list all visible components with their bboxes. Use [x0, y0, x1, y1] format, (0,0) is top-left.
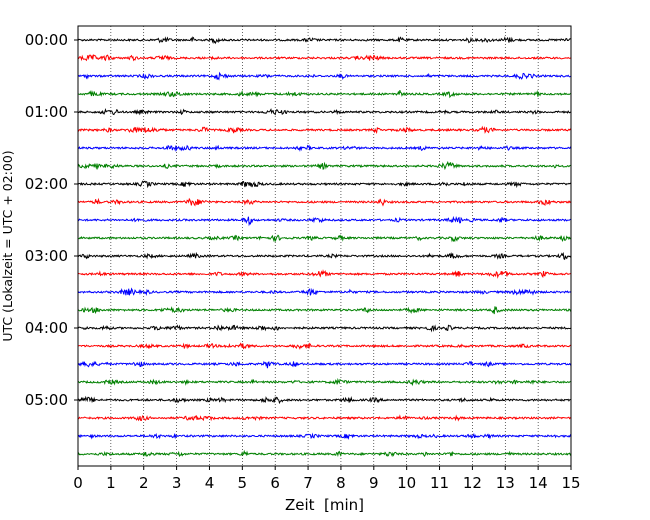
trace-9 — [77, 180, 572, 189]
x-tick-label: 2 — [139, 474, 149, 492]
plot-frame — [77, 25, 572, 467]
x-tick-label: 6 — [270, 474, 280, 492]
trace-7 — [77, 144, 572, 152]
x-tick-label: 1 — [106, 474, 116, 492]
trace-12 — [77, 234, 572, 243]
trace-16 — [77, 306, 572, 315]
trace-20 — [77, 377, 572, 387]
x-tick-label: 10 — [397, 474, 416, 492]
x-tick-label: 12 — [463, 474, 482, 492]
y-axis-label: UTC (Lokalzeit = UTC + 02:00) — [0, 150, 15, 341]
trace-13 — [77, 251, 572, 261]
trace-3 — [77, 71, 572, 81]
vertical-gridlines — [110, 26, 539, 466]
trace-23 — [77, 432, 572, 440]
x-tick-label: 5 — [238, 474, 248, 492]
trace-19 — [77, 360, 572, 369]
x-axis-label: Zeit [min] — [285, 496, 364, 514]
trace-8 — [77, 160, 572, 171]
x-tick-label: 9 — [369, 474, 379, 492]
x-tick-label: 8 — [336, 474, 346, 492]
trace-14 — [77, 269, 572, 279]
y-tick-label: 05:00 — [25, 391, 68, 409]
y-tick-label: 04:00 — [25, 319, 68, 337]
x-tick-label: 13 — [496, 474, 515, 492]
x-tick-label: 3 — [172, 474, 182, 492]
trace-18 — [77, 342, 572, 350]
trace-4 — [77, 89, 572, 99]
trace-1 — [77, 36, 572, 45]
trace-11 — [77, 215, 572, 227]
trace-2 — [77, 54, 572, 62]
trace-21 — [77, 395, 572, 405]
x-tick-label: 0 — [73, 474, 83, 492]
trace-24 — [77, 449, 572, 458]
y-tick-label: 00:00 — [25, 31, 68, 49]
y-tick-label: 02:00 — [25, 175, 68, 193]
x-tick-label: 14 — [529, 474, 548, 492]
x-tick-label: 11 — [430, 474, 449, 492]
trace-22 — [77, 414, 572, 422]
x-axis-ticks: 0 1 2 3 4 5 6 7 8 9 10 11 12 13 14 15 — [73, 466, 581, 492]
x-tick-label: 15 — [561, 474, 580, 492]
y-tick-label: 03:00 — [25, 247, 68, 265]
trace-15 — [77, 287, 572, 297]
trace-10 — [77, 197, 572, 207]
x-tick-label: 7 — [303, 474, 313, 492]
trace-17 — [77, 324, 572, 333]
seismic-traces — [77, 36, 572, 458]
trace-5 — [77, 108, 572, 116]
x-tick-label: 4 — [205, 474, 215, 492]
y-tick-label: 01:00 — [25, 103, 68, 121]
y-axis-ticks: 00:00 01:00 02:00 03:00 04:00 05:00 — [25, 31, 78, 409]
trace-6 — [77, 125, 572, 134]
